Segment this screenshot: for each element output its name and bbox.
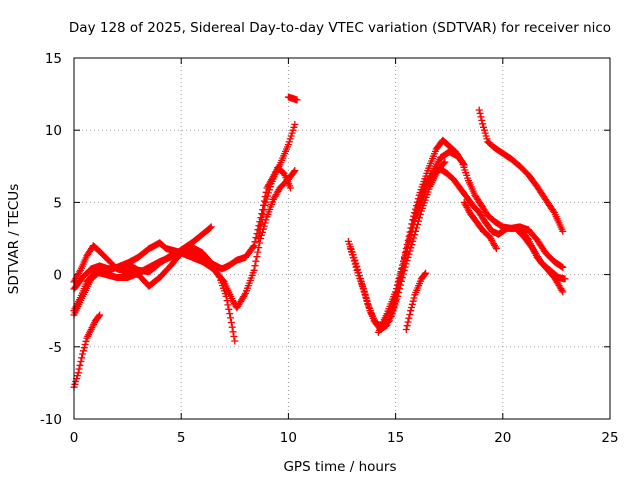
series-track-4 — [70, 242, 239, 345]
data-mark-plus-track-4 — [70, 242, 239, 345]
data-mark-plus-track-6 — [254, 164, 294, 242]
series-track-11 — [387, 158, 449, 320]
x-tick-label: 10 — [280, 430, 297, 446]
data-mark-plus-track-5 — [70, 311, 104, 391]
x-tick-label: 20 — [494, 430, 511, 446]
data-mark-plus-track-12 — [402, 269, 430, 333]
series-track-3 — [70, 167, 299, 312]
y-axis-label: SDTVAR / TECUs — [6, 184, 22, 294]
series-track-8 — [344, 136, 567, 333]
series-track-15 — [507, 223, 567, 296]
x-tick-label: 0 — [70, 430, 79, 446]
series-track-7 — [284, 93, 301, 104]
data-mark-plus-track-8 — [344, 136, 567, 333]
data-mark-plus-track-15 — [507, 223, 567, 296]
chart-title: Day 128 of 2025, Sidereal Day-to-day VTE… — [69, 20, 611, 36]
series-track-12 — [402, 269, 430, 333]
grid — [74, 58, 610, 419]
y-tick-label: 15 — [45, 51, 62, 67]
y-tick-label: 5 — [53, 195, 62, 211]
y-tick-label: -10 — [40, 412, 62, 428]
plot-frame — [73, 57, 611, 420]
data-mark-plus-track-7 — [284, 93, 301, 104]
data-mark-plus-track-13 — [460, 198, 500, 253]
series-track-6 — [254, 164, 294, 242]
y-tick-label: 10 — [45, 123, 62, 139]
y-tick-label: 0 — [53, 268, 62, 284]
x-tick-label: 15 — [387, 430, 404, 446]
x-tick-label: 5 — [177, 430, 186, 446]
x-tick-label: 25 — [601, 430, 618, 446]
series-track-13 — [460, 198, 500, 253]
data-mark-plus-track-11 — [387, 158, 449, 320]
y-tick-label: -5 — [49, 340, 62, 356]
data-mark-plus-track-3 — [70, 167, 299, 312]
data-mark-plus-track-14 — [475, 106, 567, 235]
series-track-14 — [475, 106, 567, 235]
series-track-5 — [70, 311, 104, 391]
data-marks — [70, 93, 569, 391]
x-axis-label: GPS time / hours — [283, 459, 396, 475]
